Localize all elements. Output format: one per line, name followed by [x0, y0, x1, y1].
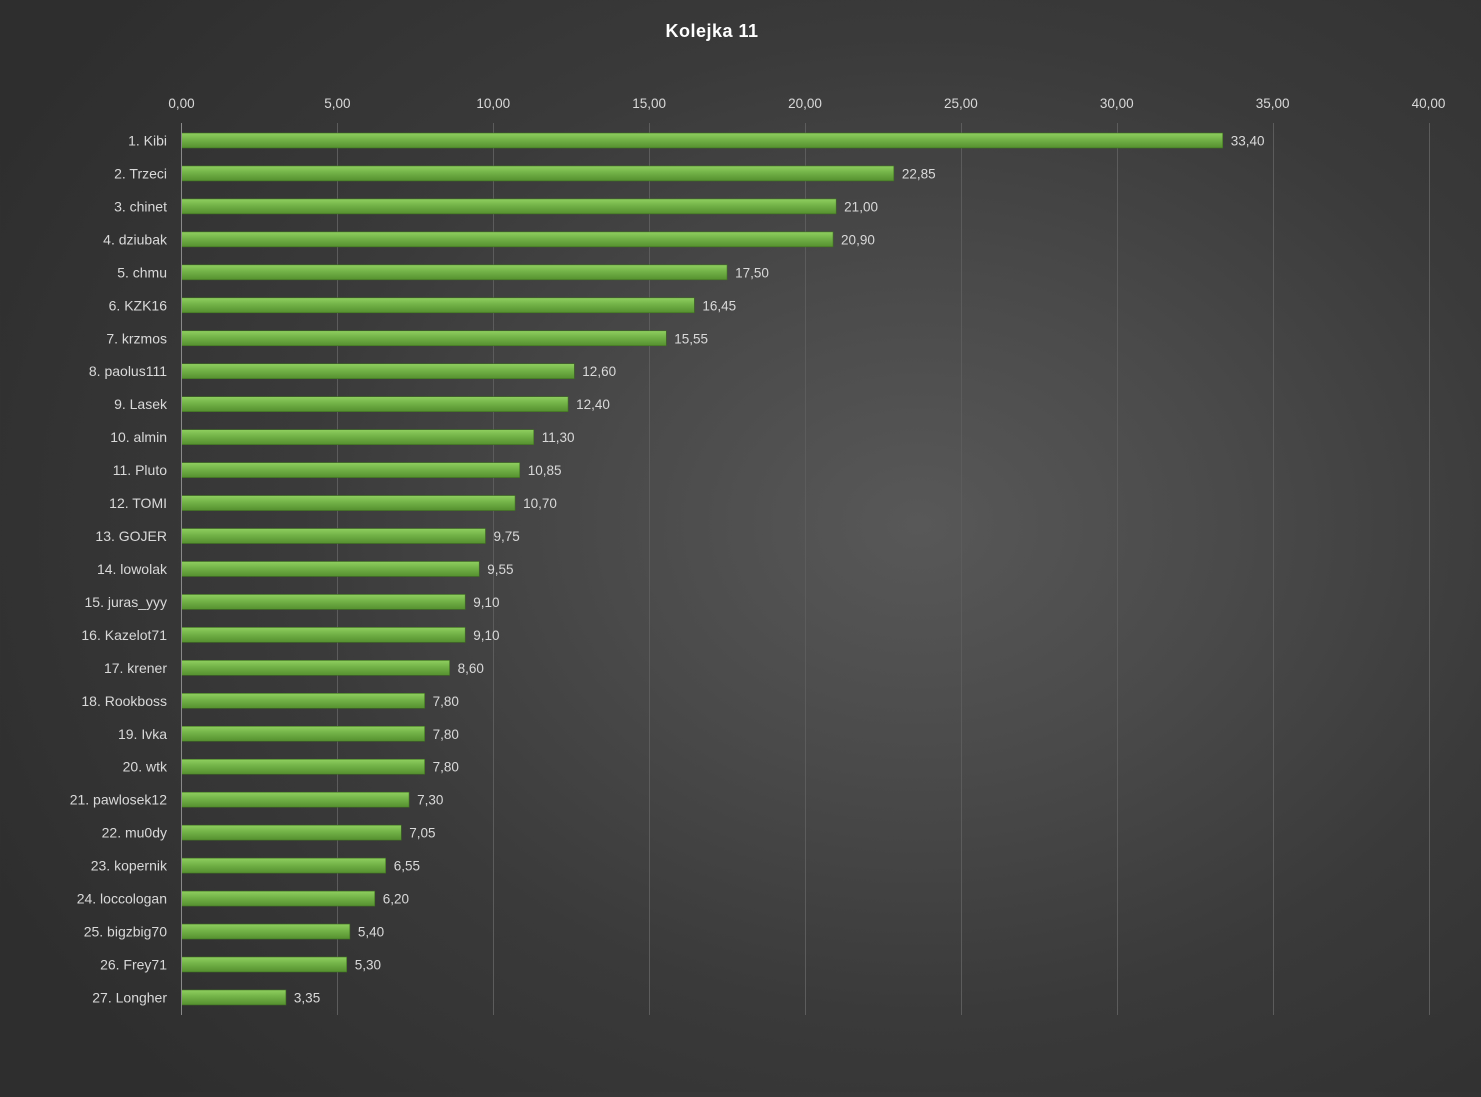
bar [181, 297, 695, 314]
data-labels: 33,40 22,85 21,00 20,90 17,50 16,45 15,55 12,60… [294, 134, 1265, 1006]
category-label: 24. loccologan [77, 891, 167, 907]
data-label: 20,90 [841, 232, 875, 247]
data-label: 5,30 [355, 958, 381, 973]
category-labels: 1. Kibi 2. Trzeci 3. chinet 4. dziubak 5. ch… [70, 133, 168, 1006]
category-label: 19. Ivka [118, 726, 167, 742]
category-label: 22. mu0dy [102, 825, 167, 841]
data-label: 3,35 [294, 990, 320, 1005]
bar [181, 165, 895, 182]
data-label: 7,30 [417, 793, 443, 808]
x-tick-label: 20,00 [788, 96, 822, 111]
bar [181, 396, 569, 412]
x-tick-label: 30,00 [1100, 96, 1134, 111]
bar [181, 956, 348, 973]
bar [181, 495, 516, 511]
data-label: 7,05 [409, 826, 435, 841]
bar [181, 330, 667, 347]
category-label: 17. krener [104, 660, 167, 676]
category-label: 27. Longher [92, 989, 167, 1005]
category-label: 16. Kazelot71 [81, 627, 167, 643]
x-tick-label: 5,00 [324, 96, 350, 111]
x-tick-label: 0,00 [168, 96, 194, 111]
category-label: 20. wtk [123, 759, 168, 775]
bar [181, 660, 450, 676]
bar [181, 857, 386, 874]
data-label: 6,20 [383, 892, 409, 907]
data-label: 5,40 [358, 925, 384, 940]
category-label: 3. chinet [114, 198, 167, 214]
bar [181, 528, 486, 544]
data-label: 9,10 [473, 595, 499, 610]
bar [181, 231, 834, 248]
data-label: 11,30 [542, 430, 575, 445]
category-label: 18. Rookboss [81, 693, 167, 709]
x-tick-label: 40,00 [1412, 96, 1446, 111]
data-label: 33,40 [1231, 134, 1265, 149]
bar [181, 462, 521, 478]
bar [181, 594, 466, 610]
category-label: 13. GOJER [95, 528, 167, 544]
bar [181, 725, 425, 742]
x-tick-label: 25,00 [944, 96, 978, 111]
bar [181, 363, 575, 380]
data-label: 9,75 [493, 529, 519, 544]
chart-title: Kolejka 11 [665, 21, 758, 41]
category-label: 14. lowolak [97, 561, 168, 577]
bar [181, 198, 837, 215]
category-label: 26. Frey71 [100, 957, 167, 973]
category-label: 10. almin [110, 429, 167, 445]
data-label: 22,85 [902, 166, 936, 181]
category-label: 1. Kibi [128, 133, 167, 149]
bar [181, 264, 728, 281]
category-label: 11. Pluto [113, 462, 167, 478]
data-label: 7,80 [433, 694, 459, 709]
category-label: 9. Lasek [114, 396, 168, 412]
x-tick-label: 15,00 [632, 96, 666, 111]
x-tick-label: 10,00 [476, 96, 510, 111]
category-label: 12. TOMI [109, 495, 167, 511]
category-label: 15. juras_yyy [85, 594, 167, 610]
data-label: 10,85 [528, 463, 562, 478]
x-axis-ticks: 0,00 5,00 10,00 15,00 20,00 25,00 30,00 35,00 40… [168, 96, 1445, 111]
bar [181, 627, 466, 643]
category-label: 5. chmu [117, 264, 167, 280]
bar [181, 693, 425, 709]
data-label: 9,10 [473, 628, 499, 643]
data-label: 17,50 [735, 265, 769, 280]
bar [181, 429, 535, 445]
category-label: 7. krzmos [106, 330, 167, 346]
data-label: 6,55 [394, 859, 420, 874]
data-label: 10,70 [523, 496, 557, 511]
data-label: 9,55 [487, 562, 513, 577]
x-tick-label: 35,00 [1256, 96, 1290, 111]
data-label: 12,60 [582, 364, 616, 379]
bar [181, 132, 1224, 149]
data-label: 7,80 [433, 760, 459, 775]
bar [181, 923, 351, 940]
bar [181, 758, 425, 775]
bar [181, 824, 402, 841]
bar [181, 989, 287, 1006]
data-label: 12,40 [576, 397, 610, 412]
data-label: 8,60 [458, 661, 484, 676]
category-label: 4. dziubak [103, 231, 168, 247]
data-label: 16,45 [702, 298, 736, 313]
category-label: 25. bigzbig70 [84, 924, 168, 940]
bar [181, 561, 480, 577]
data-label: 21,00 [844, 199, 878, 214]
bar [181, 791, 410, 808]
category-label: 6. KZK16 [109, 297, 168, 313]
bar [181, 890, 376, 907]
category-label: 8. paolus111 [89, 363, 167, 379]
category-label: 23. kopernik [91, 858, 168, 874]
category-label: 21. pawlosek12 [70, 792, 168, 808]
data-label: 15,55 [674, 331, 708, 346]
category-label: 2. Trzeci [114, 165, 167, 181]
data-label: 7,80 [433, 727, 459, 742]
bars [181, 132, 1224, 1006]
